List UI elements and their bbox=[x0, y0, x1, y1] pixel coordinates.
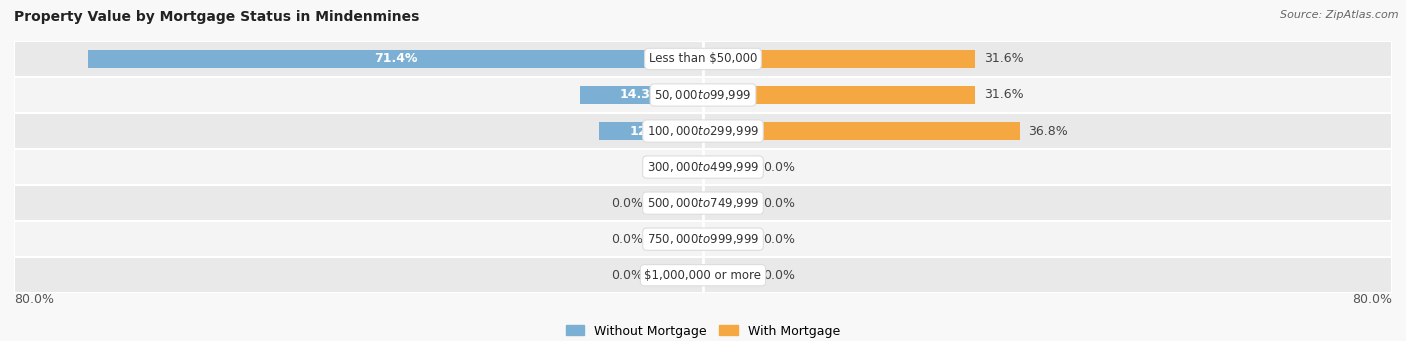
Text: 0.0%: 0.0% bbox=[763, 161, 796, 174]
Text: $1,000,000 or more: $1,000,000 or more bbox=[644, 269, 762, 282]
Text: 31.6%: 31.6% bbox=[984, 53, 1024, 65]
Text: 80.0%: 80.0% bbox=[14, 293, 53, 306]
Text: 12.1%: 12.1% bbox=[628, 124, 672, 137]
Bar bbox=[14, 149, 1392, 185]
Text: $100,000 to $299,999: $100,000 to $299,999 bbox=[647, 124, 759, 138]
Text: 0.0%: 0.0% bbox=[610, 233, 643, 246]
Bar bbox=[703, 230, 755, 249]
Text: $500,000 to $749,999: $500,000 to $749,999 bbox=[647, 196, 759, 210]
Bar bbox=[14, 221, 1392, 257]
Bar bbox=[14, 185, 1392, 221]
Text: 0.0%: 0.0% bbox=[610, 197, 643, 210]
Text: 36.8%: 36.8% bbox=[1029, 124, 1069, 137]
Text: 71.4%: 71.4% bbox=[374, 53, 418, 65]
Text: 0.0%: 0.0% bbox=[763, 197, 796, 210]
Text: Less than $50,000: Less than $50,000 bbox=[648, 53, 758, 65]
Bar bbox=[703, 122, 1019, 140]
Bar bbox=[651, 230, 703, 249]
Bar bbox=[14, 113, 1392, 149]
Bar bbox=[703, 266, 755, 285]
Text: 0.0%: 0.0% bbox=[610, 269, 643, 282]
Legend: Without Mortgage, With Mortgage: Without Mortgage, With Mortgage bbox=[561, 320, 845, 341]
Bar bbox=[14, 77, 1392, 113]
Bar bbox=[14, 257, 1392, 293]
Bar bbox=[703, 194, 755, 212]
Text: $750,000 to $999,999: $750,000 to $999,999 bbox=[647, 232, 759, 246]
Bar bbox=[651, 194, 703, 212]
Bar bbox=[703, 158, 755, 176]
Bar bbox=[89, 49, 703, 68]
Text: Source: ZipAtlas.com: Source: ZipAtlas.com bbox=[1281, 10, 1399, 20]
Text: 14.3%: 14.3% bbox=[620, 89, 664, 102]
Text: Property Value by Mortgage Status in Mindenmines: Property Value by Mortgage Status in Min… bbox=[14, 10, 419, 24]
Text: $300,000 to $499,999: $300,000 to $499,999 bbox=[647, 160, 759, 174]
Bar bbox=[703, 86, 976, 104]
Text: 0.0%: 0.0% bbox=[763, 269, 796, 282]
Bar bbox=[651, 266, 703, 285]
Text: 31.6%: 31.6% bbox=[984, 89, 1024, 102]
Bar bbox=[685, 158, 703, 176]
Text: 2.1%: 2.1% bbox=[644, 161, 676, 174]
Text: 80.0%: 80.0% bbox=[1353, 293, 1392, 306]
Bar bbox=[599, 122, 703, 140]
Text: 0.0%: 0.0% bbox=[763, 233, 796, 246]
Bar bbox=[14, 41, 1392, 77]
Text: $50,000 to $99,999: $50,000 to $99,999 bbox=[654, 88, 752, 102]
Bar bbox=[579, 86, 703, 104]
Bar bbox=[703, 49, 976, 68]
